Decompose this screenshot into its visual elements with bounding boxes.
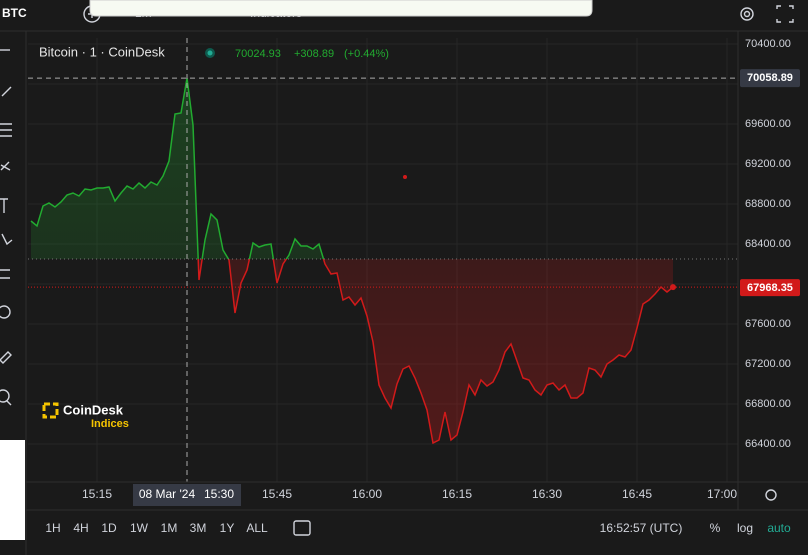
crosshair-time: 15:30 [204, 487, 234, 501]
y-tick-label: 68400.00 [745, 238, 791, 250]
x-tick-label: 16:00 [352, 487, 382, 501]
y-tick-label: 67200.00 [745, 358, 791, 370]
range-button[interactable]: 1W [130, 521, 149, 535]
above-baseline [30, 77, 673, 259]
crosshair-price-label: 70058.89 [747, 72, 793, 84]
range-button[interactable]: 1D [101, 521, 117, 535]
range-button[interactable]: 1Y [220, 521, 235, 535]
line-down [197, 259, 674, 445]
crosshair-time-box [133, 484, 241, 506]
x-tick-label: 16:30 [532, 487, 562, 501]
range-button[interactable]: 1M [161, 521, 178, 535]
last-price-label: 67968.35 [747, 282, 793, 294]
side-panel[interactable] [0, 440, 25, 540]
log-toggle[interactable]: log [737, 521, 753, 535]
logo: CoinDesk Indices [42, 402, 129, 430]
x-tick-label: 15:45 [262, 487, 292, 501]
clock: 16:52:57 (UTC) [600, 521, 683, 535]
legend-change: +308.89 [294, 48, 334, 60]
range-button[interactable]: 3M [190, 521, 207, 535]
range-button[interactable]: 4H [73, 521, 88, 535]
area-down [31, 259, 673, 443]
date-range-button[interactable] [293, 520, 311, 536]
symbol[interactable]: BTC [2, 6, 27, 20]
popup[interactable] [89, 0, 593, 17]
below-baseline [31, 259, 674, 445]
y-tick-label: 69600.00 [745, 118, 791, 130]
y-tick-label: 68800.00 [745, 198, 791, 210]
x-tick-label: 17:00 [707, 487, 737, 501]
range-button[interactable]: ALL [246, 521, 268, 535]
x-tick-label: 16:45 [622, 487, 652, 501]
logo-name: CoinDesk [63, 402, 124, 417]
x-tick-label: 16:15 [442, 487, 472, 501]
last-price-box [740, 279, 800, 297]
crosshair-date: 08 Mar '24 [139, 487, 196, 501]
y-tick-label: 69200.00 [745, 158, 791, 170]
drawing-tools[interactable] [0, 49, 13, 406]
x-tick-label: 15:15 [82, 487, 112, 501]
crosshair-price-box [740, 69, 800, 88]
legend-change-pct: (+0.44%) [344, 48, 389, 60]
legend-price: 70024.93 [235, 48, 281, 60]
settings-button[interactable] [740, 7, 754, 21]
settings-icon [743, 10, 751, 18]
y-tick-label: 66400.00 [745, 438, 791, 450]
legend-name: Bitcoin · 1 · CoinDesk [39, 44, 165, 59]
logo-sub: Indices [91, 418, 129, 430]
area-up [31, 78, 673, 259]
range-button[interactable]: 1H [45, 521, 60, 535]
alert-dot [403, 175, 407, 179]
auto-toggle[interactable]: auto [767, 521, 791, 535]
axis-settings[interactable] [765, 489, 777, 501]
line-up [30, 77, 325, 259]
percent-toggle[interactable]: % [710, 521, 721, 535]
y-tick-label: 70400.00 [745, 38, 791, 50]
y-tick-label: 67600.00 [745, 318, 791, 330]
last-point [670, 284, 676, 291]
status-dot [207, 50, 213, 56]
y-tick-label: 66800.00 [745, 398, 791, 410]
fullscreen-button[interactable] [776, 5, 794, 23]
